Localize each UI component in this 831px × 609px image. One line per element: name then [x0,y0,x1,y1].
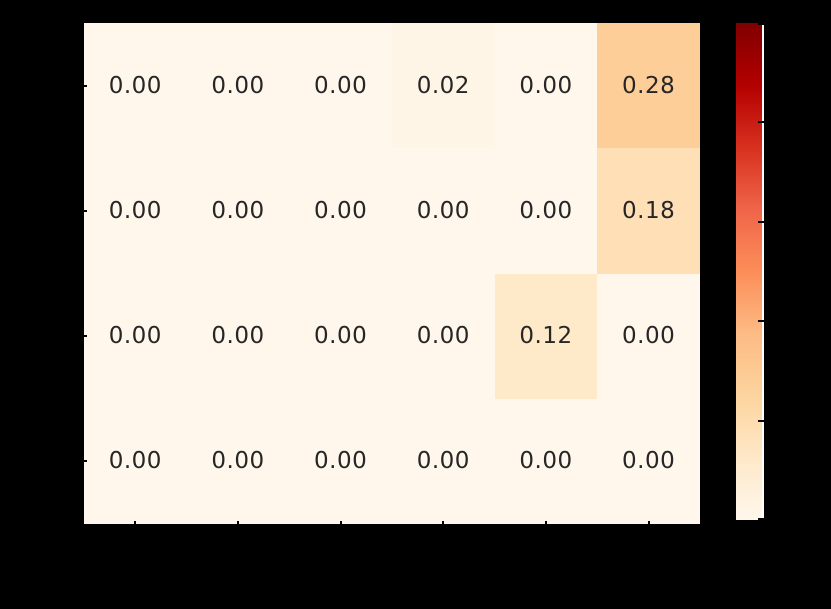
colorbar-tick-mark [758,121,767,123]
heatmap-cell-label: 0.00 [314,72,368,99]
heatmap-cell: 0.00 [186,273,290,399]
x-axis-tick-mark [340,521,342,527]
colorbar-tick-mark [758,23,767,25]
heatmap-cell-label: 0.28 [622,72,676,99]
colorbar-gradient [736,23,762,520]
heatmap-cell-label: 0.00 [519,448,573,475]
heatmap-cell-label: 0.00 [622,448,676,475]
heatmap-cell: 0.00 [289,273,392,399]
heatmap-cell: 0.00 [289,148,392,274]
x-axis-tick-mark [545,521,547,527]
y-axis-tick-mark [81,460,87,462]
heatmap-cell: 0.00 [186,398,290,524]
heatmap-cell: 0.00 [494,398,598,524]
heatmap-cell-label: 0.12 [519,323,573,350]
heatmap-cell: 0.00 [84,148,187,274]
colorbar-tick-mark [758,221,767,223]
heatmap-cell: 0.00 [597,398,700,524]
heatmap-cell: 0.12 [494,273,598,399]
heatmap-axes: 0.00 0.00 0.00 0.02 0.00 0.28 0.00 0.00 0.00 0.00… [84,23,700,524]
heatmap-cell-label: 0.18 [622,197,676,224]
heatmap-cell-label: 0.00 [416,448,470,475]
heatmap-cell: 0.18 [597,148,700,274]
heatmap-cell-label: 0.00 [314,197,368,224]
heatmap-cell-label: 0.00 [211,197,265,224]
heatmap-cell: 0.00 [494,23,598,149]
colorbar-tick-mark [758,518,767,520]
heatmap-cell: 0.00 [186,148,290,274]
heatmap-cell: 0.00 [494,148,598,274]
heatmap-cell-label: 0.00 [314,448,368,475]
heatmap-cell: 0.00 [289,23,392,149]
heatmap-cell-label: 0.00 [519,72,573,99]
x-axis-tick-mark [648,521,650,527]
x-axis-tick-mark [442,521,444,527]
heatmap-cell-label: 0.00 [108,197,162,224]
heatmap-cell-label: 0.00 [314,323,368,350]
heatmap-cell: 0.00 [391,148,495,274]
heatmap-cell: 0.00 [597,273,700,399]
heatmap-cell: 0.00 [289,398,392,524]
colorbar-tick-mark [758,320,767,322]
heatmap-cell: 0.00 [84,398,187,524]
colorbar-tick-mark [758,420,767,422]
heatmap-cell-label: 0.00 [108,448,162,475]
heatmap-cell-label: 0.00 [108,72,162,99]
heatmap-cell-label: 0.00 [416,323,470,350]
heatmap-cell: 0.00 [391,398,495,524]
heatmap-cell: 0.00 [186,23,290,149]
colorbar [736,23,764,520]
x-axis-tick-mark [134,521,136,527]
x-axis-tick-mark [237,521,239,527]
heatmap-cell: 0.02 [391,23,495,149]
heatmap-cell: 0.00 [391,273,495,399]
heatmap-cell-label: 0.00 [519,197,573,224]
heatmap-cell-label: 0.00 [108,323,162,350]
y-axis-tick-mark [81,335,87,337]
heatmap-cell-label: 0.00 [211,323,265,350]
heatmap-cell-label: 0.00 [211,72,265,99]
y-axis-tick-mark [81,85,87,87]
heatmap-cell-label: 0.02 [416,72,470,99]
heatmap-cell: 0.00 [84,23,187,149]
heatmap-cell: 0.00 [84,273,187,399]
y-axis-tick-mark [81,210,87,212]
heatmap-cell: 0.28 [597,23,700,149]
heatmap-cell-label: 0.00 [211,448,265,475]
heatmap-cell-label: 0.00 [622,323,676,350]
heatmap-cell-label: 0.00 [416,197,470,224]
